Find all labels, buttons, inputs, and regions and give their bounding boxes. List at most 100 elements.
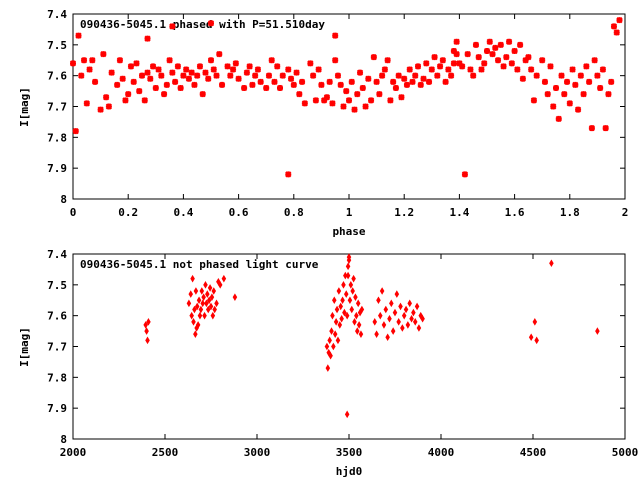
- phased-data-point: [420, 75, 427, 82]
- phased-ticks: 0 0.2 0.4 0.6 0.8 1 1.2 1.4 1.6 1.8 2 7.4 7.5 7.6 7.7 7…: [47, 8, 628, 219]
- phased-x-tick-label: 1.6: [505, 206, 525, 219]
- phased-data-point: [605, 91, 612, 98]
- phased-data-point: [100, 50, 107, 58]
- phased-data-point: [108, 69, 115, 76]
- unphased-data-point: [400, 324, 405, 332]
- phased-x-axis-label: phase: [332, 225, 365, 238]
- phased-data-point: [207, 57, 215, 64]
- phased-data-point: [172, 78, 179, 85]
- phased-y-tick-label: 7.4: [47, 8, 67, 21]
- phased-data-point: [517, 41, 524, 48]
- phased-data-point: [138, 72, 146, 79]
- unphased-data-point: [343, 290, 349, 298]
- unphased-data-point: [595, 327, 600, 335]
- unphased-data-point: [534, 336, 539, 345]
- unphased-y-tick-label: 8: [60, 433, 67, 446]
- phased-data-point: [387, 97, 394, 104]
- unphased-y-tick-label: 7.5: [47, 279, 67, 292]
- unphased-data-point: [339, 314, 344, 323]
- unphased-data-point: [210, 311, 216, 320]
- phased-data-point: [541, 78, 549, 85]
- phased-data-point: [356, 69, 364, 76]
- phased-data-point: [116, 57, 124, 64]
- unphased-data-point: [207, 284, 213, 292]
- unphased-data-point: [351, 274, 356, 283]
- unphased-data-point: [196, 296, 202, 305]
- phased-data-point: [563, 78, 571, 85]
- phased-data-point: [594, 72, 601, 79]
- phased-data-point: [552, 84, 560, 92]
- unphased-data-point: [379, 287, 385, 295]
- unphased-data-point: [208, 302, 214, 311]
- phased-chart-title: 090436-5045.1 phased with P=51.510day: [80, 18, 325, 31]
- phased-data-point: [216, 50, 223, 58]
- unphased-data-point: [378, 311, 383, 320]
- unphased-data-point: [214, 299, 219, 308]
- phased-data-point: [147, 75, 154, 82]
- phased-data-point: [318, 81, 325, 89]
- unphased-data-point: [349, 305, 355, 314]
- unphased-y-tick-label: 7.7: [47, 341, 67, 354]
- phased-y-tick-label: 7.9: [47, 162, 67, 175]
- phased-data-point: [133, 60, 140, 67]
- unphased-data-point: [193, 330, 198, 338]
- unphased-data-point: [405, 321, 411, 329]
- phased-data-point: [340, 103, 347, 110]
- phased-data-point: [69, 60, 77, 67]
- phased-data-point: [155, 66, 162, 73]
- phased-data-point: [307, 60, 314, 67]
- phased-data-point: [616, 17, 623, 24]
- phased-data-point: [298, 78, 306, 85]
- phased-data-point: [290, 81, 297, 89]
- unphased-data-point: [330, 311, 335, 320]
- phased-data-point: [409, 78, 416, 85]
- unphased-data-point: [350, 287, 355, 295]
- unphased-x-tick-label: 2000: [60, 446, 87, 459]
- unphased-data-point: [332, 296, 337, 305]
- unphased-data-point: [325, 364, 331, 372]
- unphased-data-point: [345, 262, 351, 271]
- phased-data-point: [450, 47, 457, 55]
- phased-data-point: [252, 72, 259, 79]
- phased-data-point: [586, 78, 593, 85]
- phased-data-point: [343, 87, 350, 95]
- unphased-data-point: [192, 305, 197, 314]
- phased-data-point: [249, 81, 256, 89]
- unphased-data-point: [355, 299, 361, 308]
- unphased-data-point: [374, 330, 379, 338]
- phased-x-tick-label: 1: [346, 206, 353, 219]
- phased-data-point: [489, 50, 496, 58]
- phased-data-point: [72, 128, 79, 135]
- unphased-data-point: [211, 287, 217, 295]
- unphased-x-axis-label: hjd0: [336, 465, 363, 478]
- phased-data-point: [522, 57, 529, 64]
- phased-data-point: [166, 57, 173, 64]
- phased-data-point: [417, 81, 424, 89]
- phased-data-point: [376, 91, 383, 98]
- unphased-data-point: [324, 342, 330, 351]
- unphased-data-point: [205, 305, 211, 314]
- phased-data-point: [257, 78, 264, 85]
- phased-data-point: [312, 97, 319, 104]
- phased-data-point: [293, 69, 300, 76]
- unphased-data-point: [201, 293, 206, 301]
- phased-data-point: [232, 60, 239, 67]
- phased-data-point: [89, 57, 96, 64]
- unphased-x-tick-label: 4000: [428, 446, 455, 459]
- phased-x-tick-label: 1.8: [560, 206, 580, 219]
- phased-data-point: [144, 35, 151, 42]
- phased-data-point: [271, 78, 278, 85]
- phased-data-point: [169, 23, 176, 30]
- phased-data-point: [229, 66, 237, 73]
- unphased-data-point: [341, 281, 346, 289]
- phased-data-point: [196, 63, 204, 70]
- phased-data-point: [315, 66, 322, 73]
- phased-y-tick-label: 7.7: [47, 101, 67, 114]
- phased-data-point: [105, 103, 112, 110]
- phased-data-point: [91, 78, 99, 85]
- unphased-data-point: [398, 302, 403, 311]
- phased-data-point: [323, 94, 331, 101]
- unphased-data-point: [188, 290, 194, 298]
- phased-x-tick-label: 1.2: [394, 206, 414, 219]
- phased-data-point: [431, 54, 438, 61]
